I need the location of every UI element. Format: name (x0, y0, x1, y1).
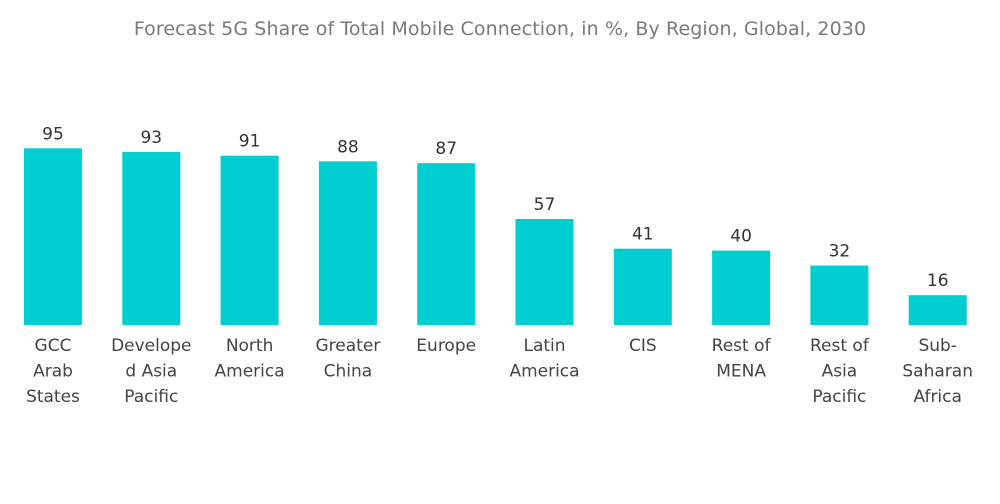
category-label-line: Arab (33, 362, 73, 382)
category-label-line: Pacific (812, 387, 866, 407)
category-label-line: Europe (416, 336, 476, 356)
bar-developed-asia-pacific (122, 152, 181, 325)
category-label-line: MENA (716, 362, 766, 382)
category-label-line: Develope (111, 336, 191, 356)
category-label-line: North (226, 336, 274, 356)
category-labels-group: GCC Arab States Develope d Asia Pacific North A… (26, 336, 973, 407)
value-label: 95 (42, 124, 64, 144)
category-label: Greater China (316, 336, 381, 382)
value-label: 40 (730, 227, 752, 247)
value-label: 41 (632, 225, 654, 245)
category-label-line: CIS (629, 336, 657, 356)
category-label: Rest of Asia Pacific (810, 336, 870, 407)
value-label: 16 (927, 271, 949, 291)
category-label-line: GCC (35, 336, 72, 356)
value-label: 91 (239, 132, 261, 152)
category-label: North America (215, 336, 285, 382)
category-label: Latin America (509, 336, 579, 382)
value-label: 57 (534, 195, 556, 215)
bar-cis (613, 248, 672, 325)
category-label: Rest of MENA (712, 336, 772, 382)
category-label-line: d Asia (125, 362, 177, 382)
value-label: 32 (829, 242, 851, 262)
category-label-line: Africa (913, 387, 962, 407)
category-label: Develope d Asia Pacific (111, 336, 191, 407)
bars-group (24, 148, 967, 325)
chart-title: Forecast 5G Share of Total Mobile Connec… (133, 18, 867, 40)
value-labels-group: 95 93 91 88 87 57 41 40 32 16 (42, 124, 948, 291)
value-label: 87 (435, 139, 457, 159)
bar-sub-saharan-africa (908, 295, 967, 325)
category-label-line: Saharan (902, 362, 973, 382)
category-label-line: China (324, 362, 373, 382)
bar-gcc-arab-states (24, 148, 82, 325)
category-label-line: Latin (523, 336, 565, 356)
bar-north-america (220, 155, 279, 325)
category-label: CIS (629, 336, 657, 356)
bar-greater-china (318, 161, 377, 325)
category-label: GCC Arab States (26, 336, 80, 407)
value-label: 93 (140, 128, 162, 148)
category-label-line: States (26, 387, 80, 407)
bar-latin-america (515, 219, 574, 325)
category-label-line: Rest of (712, 336, 772, 356)
category-label-line: Greater (316, 336, 381, 356)
bar-rest-of-mena (712, 250, 771, 325)
category-label-line: America (509, 362, 579, 382)
category-label-line: Pacific (124, 387, 178, 407)
category-label-line: Asia (822, 362, 858, 382)
category-label: Sub- Saharan Africa (902, 336, 973, 407)
bar-europe (417, 163, 476, 325)
value-label: 88 (337, 137, 359, 157)
category-label-line: Rest of (810, 336, 870, 356)
bar-rest-of-asia-pacific (810, 265, 869, 325)
category-label-line: America (215, 362, 285, 382)
category-label-line: Sub- (918, 336, 957, 356)
category-label: Europe (416, 336, 476, 356)
